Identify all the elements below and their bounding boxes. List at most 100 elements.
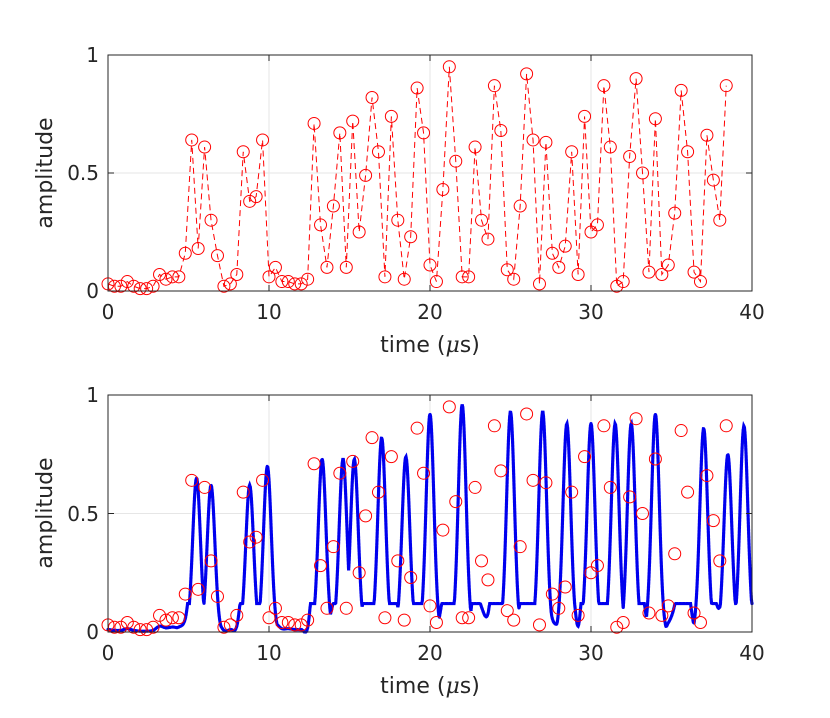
bottom-ticks: [107, 394, 753, 633]
top-marker-61: [494, 124, 508, 138]
bottom-marker-78: [603, 480, 617, 494]
top-xtick-label-3: 30: [578, 300, 603, 324]
bottom-marker-39: [352, 566, 366, 580]
top-marker-46: [397, 272, 411, 286]
top-marker-71: [558, 239, 572, 253]
top-marker-9: [159, 272, 173, 286]
bottom-marker-71: [558, 580, 572, 594]
bottom-marker-40: [359, 509, 373, 523]
top-marker-20: [230, 267, 244, 281]
bottom-xtick-label-0: 0: [102, 641, 115, 665]
bottom-marker-21: [236, 485, 250, 499]
top-marker-26: [268, 260, 282, 274]
bottom-xtick-label-3: 30: [578, 641, 603, 665]
bottom-marker-17: [210, 589, 224, 603]
top-marker-90: [681, 145, 695, 159]
top-marker-4: [127, 279, 141, 293]
bottom-marker-93: [700, 469, 714, 483]
top-ytick-label-2: 1: [86, 43, 99, 67]
top-marker-91: [687, 265, 701, 279]
top-marker-14: [191, 242, 205, 256]
bottom-marker-14: [191, 582, 205, 596]
bottom-marker-58: [475, 554, 489, 568]
bottom-marker-70: [552, 601, 566, 615]
top-marker-89: [674, 83, 688, 97]
top-marker-80: [616, 275, 630, 289]
bottom-marker-74: [578, 450, 592, 464]
top-marker-36: [333, 126, 347, 140]
top-marker-31: [301, 272, 315, 286]
bottom-xtick-label-2: 20: [417, 641, 442, 665]
bottom-chart-panel: 0 10 20 30 40 0 0.5 1 time (μs) amplitud…: [33, 383, 765, 699]
bottom-marker-42: [371, 485, 385, 499]
bottom-series: [101, 400, 754, 637]
bottom-marker-72: [565, 485, 579, 499]
top-xtick-label-1: 10: [256, 300, 281, 324]
top-marker-11: [172, 270, 186, 284]
top-marker-38: [346, 114, 360, 128]
top-y-axis-label: amplitude: [33, 117, 58, 228]
bottom-marker-11: [172, 611, 186, 625]
bottom-marker-91: [687, 606, 701, 620]
top-marker-87: [661, 258, 675, 272]
top-marker-6: [140, 282, 154, 296]
bottom-marker-80: [616, 616, 630, 630]
bottom-marker-67: [532, 618, 546, 632]
bottom-ytick-label-0: 0: [86, 620, 99, 644]
bottom-marker-37: [339, 601, 353, 615]
bottom-marker-73: [571, 608, 585, 622]
bottom-ytick-label-2: 1: [86, 383, 99, 407]
top-marker-33: [314, 218, 328, 232]
top-marker-43: [378, 270, 392, 284]
bottom-marker-12: [178, 587, 192, 601]
top-ytick-label-1: 0.5: [67, 161, 99, 185]
bottom-marker-47: [404, 570, 418, 584]
bottom-y-axis-label: amplitude: [33, 457, 58, 568]
bottom-marker-38: [346, 454, 360, 468]
top-xtick-label-0: 0: [102, 300, 115, 324]
top-marker-82: [629, 72, 643, 86]
bottom-marker-19: [223, 618, 237, 632]
bottom-marker-53: [442, 400, 456, 414]
top-marker-16: [204, 213, 218, 227]
bottom-marker-27: [275, 616, 289, 630]
bottom-marker-43: [378, 611, 392, 625]
bottom-marker-31: [301, 613, 315, 627]
top-marker-2: [114, 279, 128, 293]
bottom-marker-30: [294, 618, 308, 632]
top-marker-92: [693, 275, 707, 289]
bottom-continuous-signal: [106, 404, 754, 634]
bottom-marker-46: [397, 613, 411, 627]
top-marker-60: [487, 79, 501, 93]
top-marker-57: [468, 140, 482, 154]
top-marker-75: [584, 225, 598, 239]
bottom-marker-34: [320, 601, 334, 615]
top-marker-53: [442, 60, 456, 74]
bottom-marker-33: [314, 559, 328, 573]
bottom-marker-55: [455, 611, 469, 625]
top-marker-44: [384, 109, 398, 123]
bottom-marker-83: [636, 507, 650, 520]
top-marker-56: [462, 270, 476, 284]
top-marker-95: [713, 213, 727, 227]
bottom-marker-54: [449, 495, 463, 509]
bottom-ytick-label-1: 0.5: [67, 502, 99, 526]
bottom-marker-52: [436, 523, 450, 537]
top-marker-34: [320, 260, 334, 274]
bottom-marker-75: [584, 566, 598, 580]
bottom-marker-57: [468, 480, 482, 494]
top-marker-25: [262, 270, 276, 284]
bottom-marker-2: [114, 620, 128, 634]
top-marker-73: [571, 267, 585, 281]
top-marker-94: [706, 173, 720, 187]
bottom-marker-36: [333, 466, 347, 480]
bottom-marker-48: [410, 421, 424, 435]
top-marker-85: [648, 112, 662, 126]
top-marker-23: [249, 190, 263, 204]
bottom-marker-94: [706, 514, 720, 528]
top-marker-24: [256, 133, 270, 147]
top-marker-30: [294, 277, 308, 291]
bottom-x-axis-label: time (μs): [380, 674, 480, 699]
top-marker-68: [539, 135, 553, 149]
top-marker-8: [153, 267, 167, 281]
